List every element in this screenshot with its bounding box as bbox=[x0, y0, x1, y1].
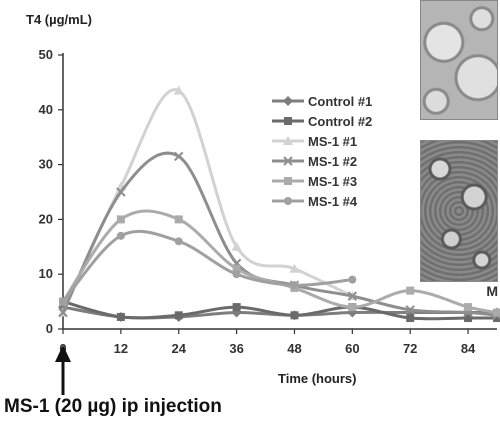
injection-arrow-icon bbox=[55, 345, 71, 395]
y-tick-label: 0 bbox=[46, 321, 53, 336]
legend-marker bbox=[283, 136, 293, 145]
data-point bbox=[493, 308, 500, 317]
axes bbox=[58, 53, 497, 334]
data-point bbox=[290, 281, 299, 290]
data-point bbox=[464, 314, 473, 323]
x-tick-label: 24 bbox=[171, 341, 186, 356]
x-axis-title: Time (hours) bbox=[278, 371, 357, 386]
data-point bbox=[232, 303, 241, 312]
x-tick-label: 60 bbox=[345, 341, 359, 356]
data-point bbox=[232, 264, 241, 273]
legend-label: Control #1 bbox=[308, 94, 372, 109]
y-tick-labels: 0 10 20 30 40 50 bbox=[39, 47, 53, 336]
x-tick-label: 84 bbox=[461, 341, 476, 356]
histology-image-bottom bbox=[420, 140, 498, 282]
x-tick-label: 12 bbox=[114, 341, 128, 356]
data-point bbox=[174, 151, 184, 162]
y-tick-label: 50 bbox=[39, 47, 53, 62]
data-point bbox=[174, 215, 183, 224]
y-tick-label: 30 bbox=[39, 157, 53, 172]
legend-label: Control #2 bbox=[308, 114, 372, 129]
y-axis-title: T4 (µg/mL) bbox=[26, 12, 92, 27]
legend-marker bbox=[283, 156, 293, 166]
data-point bbox=[347, 291, 358, 301]
legend-marker bbox=[284, 197, 292, 205]
legend-label: MS-1 #4 bbox=[308, 194, 358, 209]
x-tick-label: 48 bbox=[287, 341, 301, 356]
data-point bbox=[116, 215, 125, 224]
injection-annotation: MS-1 (20 µg) ip injection bbox=[4, 396, 222, 417]
data-point bbox=[464, 303, 473, 312]
data-point bbox=[232, 270, 241, 279]
data-point bbox=[116, 231, 125, 240]
data-point bbox=[116, 187, 126, 197]
data-point bbox=[231, 241, 242, 251]
y-tick-label: 40 bbox=[39, 102, 53, 117]
legend-marker bbox=[284, 117, 292, 125]
data-point bbox=[174, 311, 183, 320]
legend-label: MS-1 #2 bbox=[308, 154, 357, 169]
series-lines bbox=[58, 85, 500, 323]
edge-label: M bbox=[486, 283, 498, 299]
data-point bbox=[58, 307, 68, 318]
data-point bbox=[59, 297, 67, 306]
data-point bbox=[290, 311, 299, 320]
legend: Control #1 Control #2 MS-1 #1 MS-1 #2 MS-1 #… bbox=[272, 94, 372, 209]
data-point bbox=[289, 263, 300, 273]
data-point bbox=[348, 303, 357, 312]
x-tick-label: 72 bbox=[403, 341, 417, 356]
histology-image-top bbox=[420, 0, 498, 120]
data-point bbox=[405, 305, 415, 315]
data-point bbox=[173, 85, 184, 95]
y-tick-label: 20 bbox=[39, 211, 53, 226]
data-point bbox=[174, 237, 183, 246]
data-point bbox=[116, 312, 125, 321]
legend-marker bbox=[283, 96, 293, 106]
data-point bbox=[406, 286, 415, 295]
data-point bbox=[406, 314, 415, 323]
data-point bbox=[493, 314, 500, 323]
legend-label: MS-1 #3 bbox=[308, 174, 357, 189]
data-point bbox=[348, 275, 357, 284]
legend-marker bbox=[284, 177, 292, 185]
legend-label: MS-1 #1 bbox=[308, 134, 357, 149]
y-tick-label: 10 bbox=[39, 266, 53, 281]
x-tick-label: 36 bbox=[229, 341, 243, 356]
